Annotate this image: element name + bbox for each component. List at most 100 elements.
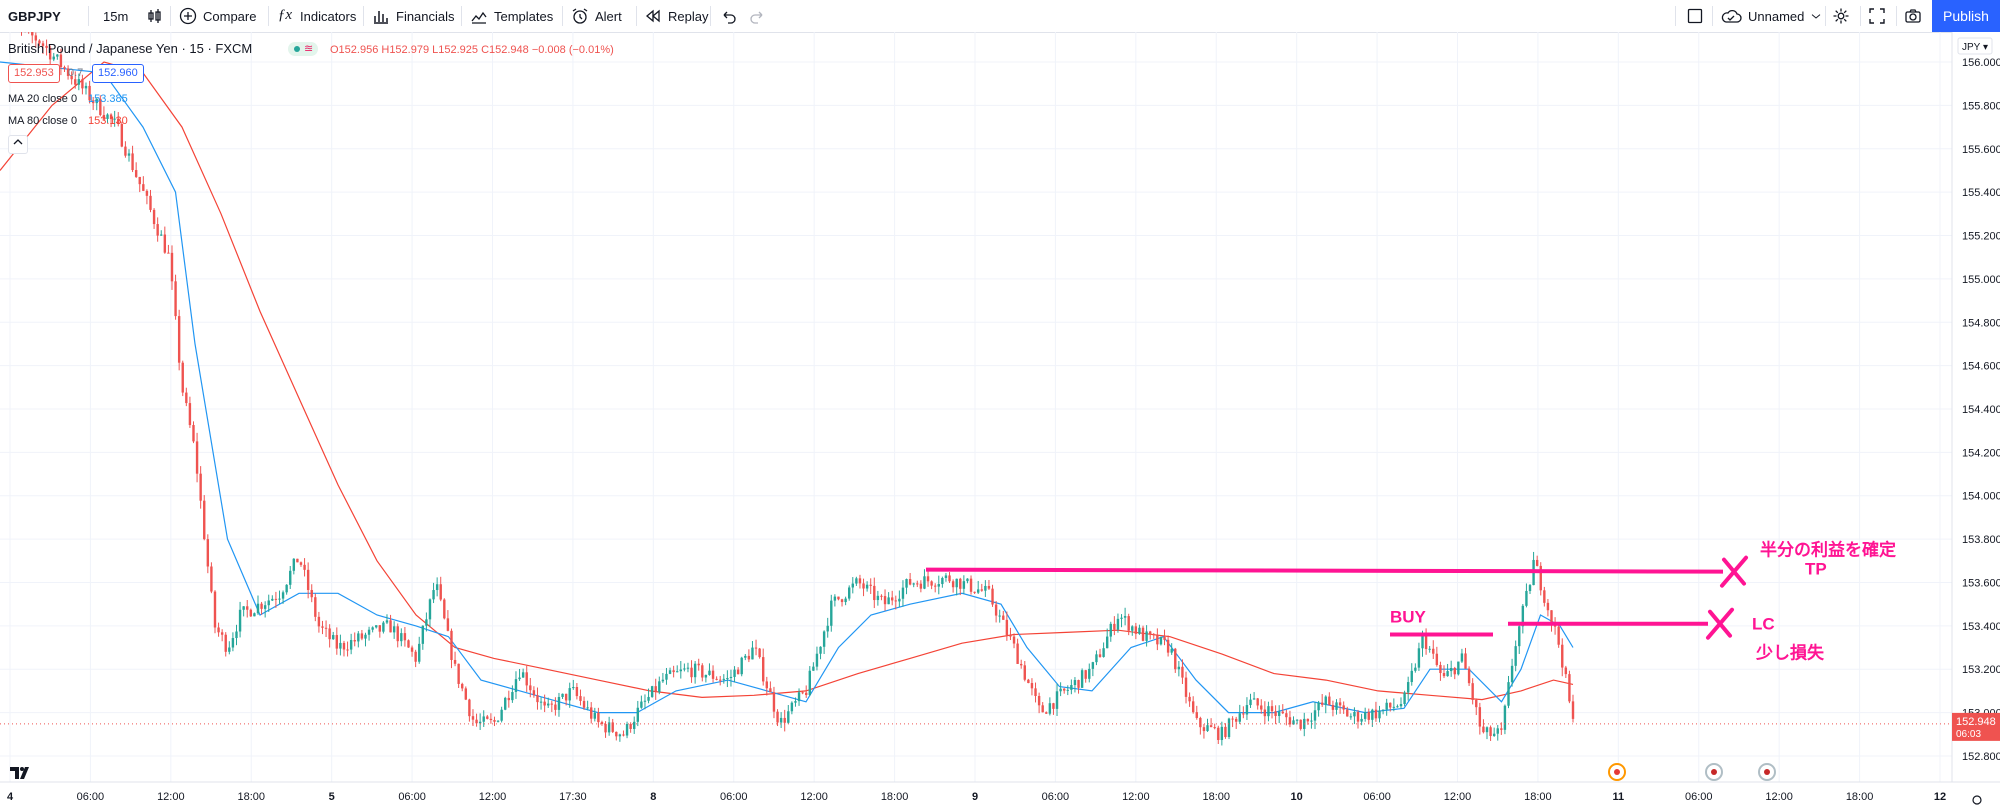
candle-body bbox=[926, 576, 930, 582]
candle-body bbox=[163, 234, 167, 253]
candle-body bbox=[224, 634, 227, 652]
candle-body bbox=[633, 721, 636, 729]
candle-body bbox=[450, 630, 453, 660]
candle-body bbox=[1281, 711, 1284, 714]
price-tick-label: 155.800 bbox=[1962, 100, 2000, 112]
candle-body bbox=[435, 584, 439, 591]
candle-body bbox=[719, 679, 722, 681]
candle-body bbox=[966, 578, 969, 582]
fullscreen-toggle[interactable] bbox=[1686, 0, 1704, 32]
candle-body bbox=[231, 638, 235, 648]
sell-price-pill[interactable]: 152.953 bbox=[8, 64, 60, 83]
candle-body bbox=[267, 600, 270, 606]
candle-body bbox=[837, 596, 840, 600]
candle-body bbox=[543, 701, 546, 706]
candle-body bbox=[31, 32, 34, 36]
candle-body bbox=[41, 43, 45, 46]
candle-body bbox=[998, 615, 1001, 617]
tradingview-logo[interactable] bbox=[8, 762, 36, 784]
chevron-up-icon bbox=[13, 139, 23, 145]
market-status: ≊ bbox=[288, 42, 318, 56]
candle-body bbox=[181, 362, 184, 393]
candle-body bbox=[106, 114, 109, 119]
candle-body bbox=[1041, 705, 1044, 713]
redo-button[interactable] bbox=[748, 0, 766, 32]
time-tick-label: 12:00 bbox=[479, 791, 507, 803]
interval-button[interactable]: 15m bbox=[103, 0, 128, 32]
fullscreen-button[interactable] bbox=[1868, 0, 1886, 32]
candle-body bbox=[303, 564, 306, 570]
templates-button[interactable]: Templates bbox=[470, 0, 553, 32]
gear-icon bbox=[1833, 8, 1849, 24]
candle-body bbox=[722, 678, 725, 680]
ma80-line bbox=[0, 61, 1574, 701]
snapshot-button[interactable] bbox=[1904, 0, 1922, 32]
layout-name: Unnamed bbox=[1748, 8, 1805, 24]
candle-body bbox=[650, 686, 654, 697]
collapse-legend-button[interactable] bbox=[8, 135, 28, 154]
candle-body bbox=[263, 605, 267, 609]
candle-body bbox=[228, 647, 231, 652]
redo-icon bbox=[750, 11, 763, 24]
candle-body bbox=[762, 657, 765, 682]
candle-body bbox=[210, 566, 213, 592]
buy-price-pill[interactable]: 152.960 bbox=[92, 64, 144, 83]
publish-button[interactable]: Publish bbox=[1932, 0, 2000, 32]
candle-body bbox=[1385, 702, 1388, 710]
candle-body bbox=[521, 672, 525, 678]
layout-button[interactable]: Unnamed bbox=[1720, 0, 1822, 32]
alert-button[interactable]: Alert bbox=[571, 0, 622, 32]
settings-button[interactable] bbox=[1832, 0, 1850, 32]
candle-body bbox=[711, 670, 715, 679]
candle-body bbox=[1174, 648, 1177, 670]
candle-body bbox=[1306, 718, 1310, 722]
time-axis[interactable]: 4 06:00 12:00 18:00 5 06:00 12:00 17:30 8 06:00 12… bbox=[0, 781, 2000, 805]
candle-body bbox=[1464, 653, 1467, 669]
candle-body bbox=[1324, 696, 1327, 705]
candle-body bbox=[529, 685, 532, 691]
candle-body bbox=[625, 724, 629, 736]
candle-body bbox=[1256, 698, 1259, 706]
candle-body bbox=[278, 598, 281, 600]
time-tick-label: 06:00 bbox=[1363, 791, 1391, 803]
candle-body bbox=[640, 701, 643, 708]
candle-body bbox=[905, 579, 908, 588]
candle-body bbox=[156, 224, 159, 236]
candle-body bbox=[1414, 667, 1417, 671]
replay-button[interactable]: Replay bbox=[644, 0, 708, 32]
candle-body bbox=[1503, 705, 1507, 730]
chart-type-button[interactable] bbox=[146, 0, 164, 32]
candle-body bbox=[310, 589, 313, 598]
candle-body bbox=[1088, 668, 1091, 679]
indicators-button[interactable]: ƒx Indicators bbox=[276, 0, 356, 32]
compare-button[interactable]: Compare bbox=[179, 0, 256, 32]
candle-body bbox=[199, 473, 202, 501]
price-tick-label: 152.800 bbox=[1962, 751, 2000, 763]
candle-body bbox=[249, 609, 253, 617]
currency-button[interactable] bbox=[1957, 37, 1993, 55]
undo-button[interactable] bbox=[720, 0, 738, 32]
financials-button[interactable]: Financials bbox=[372, 0, 455, 32]
candle-body bbox=[464, 688, 468, 700]
candle-body bbox=[206, 539, 210, 567]
candle-body bbox=[1500, 728, 1503, 730]
event-markers bbox=[1608, 763, 1776, 781]
time-tick-label: 18:00 bbox=[237, 791, 265, 803]
candle-body bbox=[665, 673, 668, 680]
price-axis[interactable]: 156.000 155.800 155.600 155.400 155.200 155.0… bbox=[0, 32, 2000, 812]
candle-body bbox=[1163, 636, 1166, 640]
candle-body bbox=[457, 663, 460, 684]
candle-body bbox=[414, 651, 417, 662]
symbol-search[interactable]: GBPJPY bbox=[8, 0, 61, 32]
replay-label: Replay bbox=[668, 8, 709, 24]
candle-body bbox=[1571, 701, 1575, 719]
candle-body bbox=[862, 583, 865, 589]
ma20-label: MA 20 close 0 bbox=[8, 93, 78, 105]
divider bbox=[268, 6, 269, 26]
candle-body bbox=[564, 693, 568, 701]
candle-body bbox=[1439, 664, 1442, 674]
candle-body bbox=[511, 692, 514, 701]
candle-body bbox=[812, 666, 815, 671]
candle-body bbox=[1338, 702, 1342, 706]
